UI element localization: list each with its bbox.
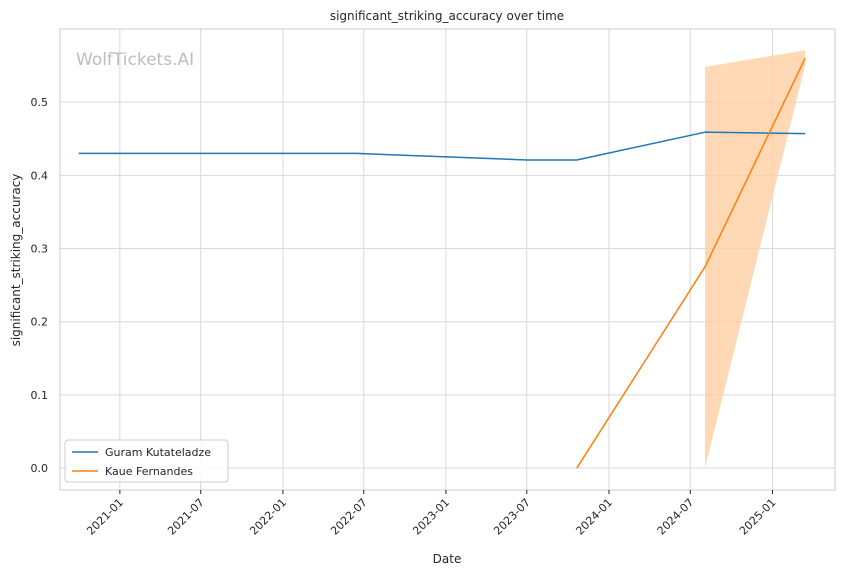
x-tick-label: 2024-07: [655, 496, 697, 538]
y-tick-label: 0.3: [31, 243, 49, 256]
x-tick-label: 2022-07: [328, 496, 370, 538]
y-tick-label: 0.1: [31, 389, 49, 402]
x-tick-label: 2022-01: [247, 496, 289, 538]
plot-frame: [59, 28, 836, 491]
chart-title: significant_striking_accuracy over time: [330, 9, 564, 23]
x-tick-label: 2023-07: [491, 496, 533, 538]
legend: Guram Kutateladze Kaue Fernandes: [64, 439, 229, 483]
y-tick-labels: 0.0 0.1 0.2 0.3 0.4 0.5: [31, 96, 49, 475]
y-tick-label: 0.5: [31, 96, 49, 109]
y-tick-label: 0.2: [31, 316, 49, 329]
watermark: WolfTickets.AI: [76, 50, 194, 70]
x-tick-label: 2021-07: [165, 496, 207, 538]
x-tick-label: 2025-01: [737, 496, 779, 538]
series-line-0: [78, 131, 806, 161]
confidence-band-1: [705, 50, 806, 469]
legend-label-guram: Guram Kutateladze: [105, 446, 211, 459]
legend-label-kaue: Kaue Fernandes: [105, 465, 193, 478]
x-tick-label: 2021-01: [84, 496, 126, 538]
confidence-bands: [705, 50, 806, 469]
x-axis-label: Date: [433, 552, 462, 566]
y-tick-label: 0.0: [31, 462, 49, 475]
x-tick-labels: 2021-01 2021-07 2022-01 2022-07 2023-01 2023-…: [84, 490, 779, 538]
y-tick-label: 0.4: [31, 169, 49, 182]
series-lines: [78, 57, 806, 469]
legend-box: [64, 439, 229, 483]
x-tick-label: 2024-01: [573, 496, 615, 538]
x-tick-label: 2023-01: [410, 496, 452, 538]
series-line-1: [576, 57, 806, 469]
y-axis-label: significant_striking_accuracy: [9, 174, 23, 347]
